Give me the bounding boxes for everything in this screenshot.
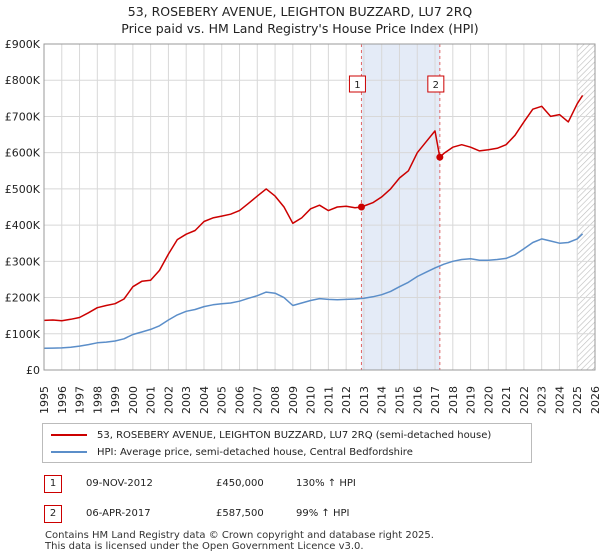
x-tick-label: 2011 — [322, 386, 335, 414]
y-tick-label: £600K — [5, 147, 41, 160]
transaction-price: £450,000 — [216, 478, 264, 489]
legend-swatch-hpi — [51, 451, 87, 453]
x-tick-label: 2002 — [162, 386, 175, 414]
x-tick-label: 1998 — [91, 386, 104, 414]
x-tick-label: 1999 — [109, 386, 122, 414]
y-tick-label: £100K — [5, 328, 41, 341]
sale-point — [436, 153, 444, 161]
price-chart: 1 2 £0 £100K £200K £300K £400K £500K £600K £700K £… — [5, 38, 600, 414]
y-tick-label: £200K — [5, 292, 41, 305]
y-tick-label: £900K — [5, 38, 41, 51]
x-tick-label: 2020 — [482, 386, 495, 414]
legend: 53, ROSEBERY AVENUE, LEIGHTON BUZZARD, L… — [42, 423, 532, 463]
transaction-badge: 1 — [44, 475, 62, 493]
y-tick-label: £0 — [26, 364, 40, 377]
x-tick-label: 2001 — [145, 386, 158, 414]
x-tick-label: 2014 — [376, 386, 389, 414]
chart-title-line2: Price paid vs. HM Land Registry's House … — [121, 21, 479, 36]
legend-label-property: 53, ROSEBERY AVENUE, LEIGHTON BUZZARD, L… — [97, 429, 492, 441]
x-tick-label: 2017 — [429, 386, 442, 414]
x-tick-label: 2008 — [269, 386, 282, 414]
x-tick-label: 2003 — [180, 386, 193, 414]
x-tick-label: 2019 — [465, 386, 478, 414]
transaction-date: 09-NOV-2012 — [86, 478, 153, 489]
x-tick-label: 2009 — [287, 386, 300, 414]
x-tick-label: 2006 — [234, 386, 247, 414]
transaction-price: £587,500 — [216, 508, 264, 519]
x-tick-label: 2018 — [447, 386, 460, 414]
x-tick-label: 2004 — [198, 386, 211, 414]
annotation-label: 2 — [433, 80, 439, 91]
chart-title-line1: 53, ROSEBERY AVENUE, LEIGHTON BUZZARD, L… — [127, 4, 473, 19]
x-tick-label: 1996 — [56, 386, 69, 414]
y-tick-label: £300K — [5, 255, 41, 268]
x-tick-label: 2025 — [571, 386, 584, 414]
x-tick-label: 2015 — [393, 386, 406, 414]
y-tick-label: £800K — [5, 74, 41, 87]
plot-frame — [43, 43, 596, 371]
x-tick-label: 1995 — [38, 386, 51, 414]
y-tick-label: £500K — [5, 183, 41, 196]
x-tick-label: 2021 — [500, 386, 513, 414]
y-tick-label: £400K — [5, 219, 41, 232]
transaction-date: 06-APR-2017 — [86, 508, 151, 519]
footer-line1: Contains HM Land Registry data © Crown c… — [45, 530, 434, 541]
footer-line2: This data is licensed under the Open Gov… — [45, 541, 364, 552]
legend-item-hpi: HPI: Average price, semi-detached house,… — [51, 444, 413, 460]
x-tick-label: 2012 — [340, 386, 353, 414]
transaction-hpi: 130% ↑ HPI — [296, 478, 356, 489]
x-tick-label: 2016 — [411, 386, 424, 414]
sale-point — [357, 203, 365, 211]
x-tick-label: 2026 — [589, 386, 600, 414]
transaction-badge: 2 — [44, 505, 62, 523]
x-tick-label: 2005 — [216, 386, 229, 414]
x-tick-label: 2007 — [251, 386, 264, 414]
plot-area — [44, 44, 595, 370]
legend-item-property: 53, ROSEBERY AVENUE, LEIGHTON BUZZARD, L… — [51, 427, 491, 443]
annotation-badge — [427, 75, 445, 93]
series-line — [43, 233, 584, 350]
series-line — [43, 94, 584, 322]
annotation-label: 1 — [354, 80, 360, 91]
legend-swatch-property — [51, 434, 87, 436]
legend-label-hpi: HPI: Average price, semi-detached house,… — [97, 446, 413, 458]
footer: Contains HM Land Registry data © Crown c… — [45, 530, 434, 552]
x-tick-label: 2023 — [536, 386, 549, 414]
x-tick-label: 2000 — [127, 386, 140, 414]
shaded-period — [361, 44, 440, 370]
x-tick-label: 2024 — [553, 386, 566, 414]
x-tick-label: 2010 — [305, 386, 318, 414]
forecast-hatch — [577, 44, 595, 370]
transaction-hpi: 99% ↑ HPI — [296, 508, 350, 519]
x-tick-label: 2022 — [518, 386, 531, 414]
x-tick-label: 1997 — [74, 386, 87, 414]
transaction-row: 2 06-APR-2017 £587,500 99% ↑ HPI — [44, 505, 564, 525]
annotation-badge — [348, 75, 366, 93]
transaction-row: 1 09-NOV-2012 £450,000 130% ↑ HPI — [44, 475, 564, 495]
y-tick-label: £700K — [5, 110, 41, 123]
x-tick-label: 2013 — [358, 386, 371, 414]
